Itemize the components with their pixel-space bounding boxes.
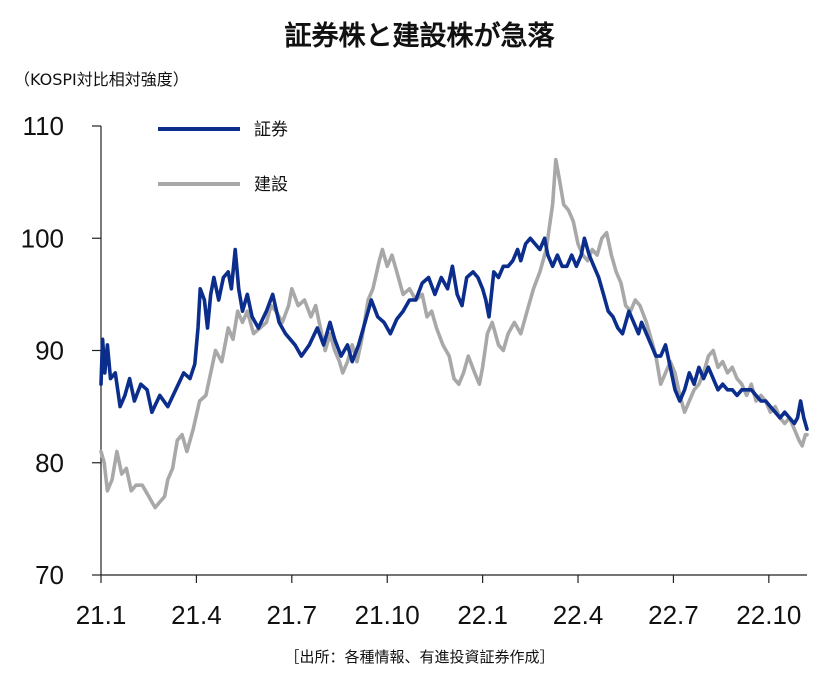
x-tick-label: 22.7 xyxy=(648,600,699,630)
x-tick-label: 21.4 xyxy=(171,600,222,630)
legend-label: 証券 xyxy=(254,120,288,140)
series-line-construction xyxy=(99,157,809,510)
y-axis: 70 80 90 100 110 xyxy=(21,111,102,590)
source-note: ［出所：各種情報、有進投資証券作成］ xyxy=(284,648,555,666)
series-lines xyxy=(99,157,809,510)
x-axis: 21.1 21.4 21.7 21.10 22.1 22.4 22.7 22.10 xyxy=(76,574,807,630)
x-tick-label: 22.4 xyxy=(553,600,604,630)
x-tick-label: 22.10 xyxy=(736,600,801,630)
y-tick-label: 110 xyxy=(23,111,64,141)
x-tick-label: 21.1 xyxy=(76,600,127,630)
chart-subtitle: （KOSPI対比相対強度） xyxy=(14,70,189,89)
y-tick-label: 100 xyxy=(21,223,64,253)
x-tick-label: 22.1 xyxy=(457,600,508,630)
series-line-securities xyxy=(99,236,809,431)
chart-title: 証券株と建設株が急落 xyxy=(284,21,555,52)
x-tick-label: 21.7 xyxy=(267,600,318,630)
legend-label: 建設 xyxy=(254,175,288,195)
x-tick-label: 21.10 xyxy=(355,600,420,630)
y-tick-label: 90 xyxy=(35,336,64,366)
y-tick-label: 70 xyxy=(35,560,64,590)
y-tick-label: 80 xyxy=(35,448,64,478)
